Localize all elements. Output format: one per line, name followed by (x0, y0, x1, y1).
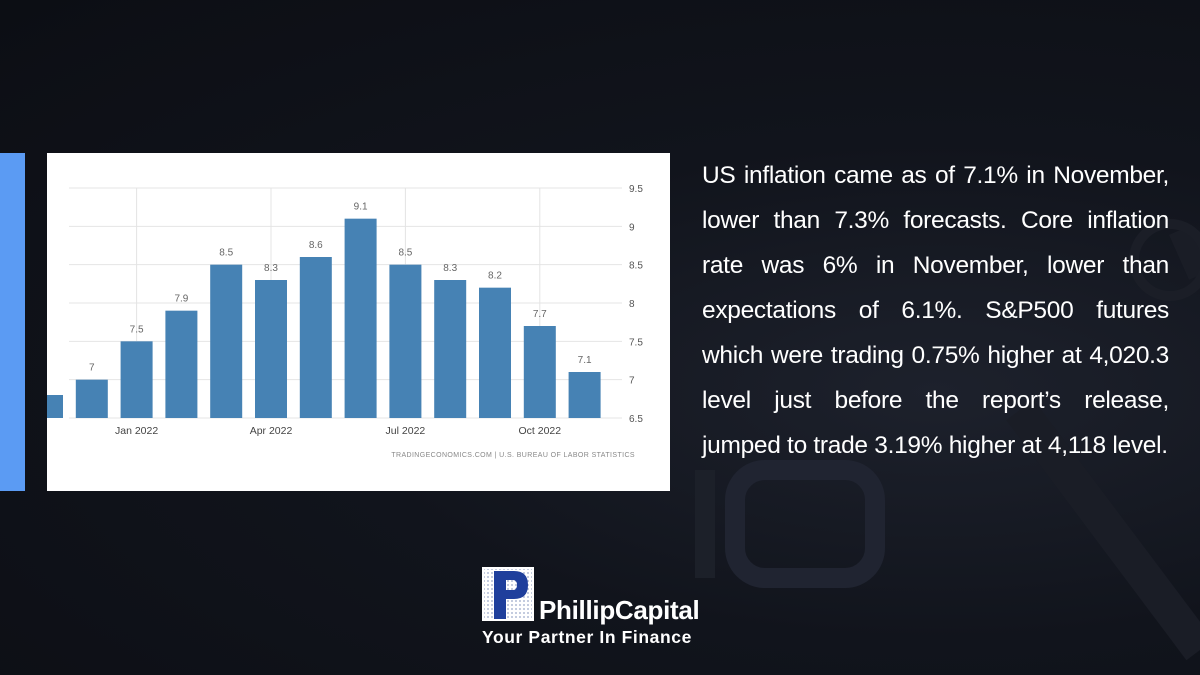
data-label: 7.7 (533, 309, 547, 320)
bar (165, 310, 198, 418)
data-label: 7 (89, 363, 95, 374)
bar (434, 280, 467, 418)
bar (344, 218, 377, 418)
x-tick-label: Oct 2022 (518, 425, 561, 437)
logo-mark (482, 567, 534, 621)
bar (47, 395, 63, 418)
y-tick-label: 9 (629, 222, 635, 233)
logo-tagline: Your Partner In Finance (482, 627, 692, 647)
chart-svg: 6.5 7 7.5 8 8.5 9 9.5 7 7.5 7.9 8.5 8.3 8.6 9.1 8.5 8.3… (47, 184, 643, 459)
data-label: 8.5 (219, 248, 233, 259)
bar (479, 287, 511, 418)
bar (210, 264, 243, 418)
inflation-chart: 6.5 7 7.5 8 8.5 9 9.5 7 7.5 7.9 8.5 8.3 8.6 9.1 8.5 8.3… (47, 153, 670, 491)
x-tick-label: Jul 2022 (386, 425, 426, 437)
bar (120, 341, 153, 418)
bar (389, 264, 422, 418)
y-tick-label: 6.5 (629, 414, 643, 425)
y-tick-label: 7 (629, 376, 635, 387)
y-tick-label: 7.5 (629, 337, 643, 348)
data-label: 8.6 (309, 240, 323, 251)
y-tick-label: 9.5 (629, 184, 643, 195)
data-label: 7.5 (130, 324, 144, 335)
logo-name: PhillipCapital (539, 595, 700, 625)
inflation-commentary: US inflation came as of 7.1% in November… (702, 162, 1169, 459)
y-tick-label: 8 (629, 299, 635, 310)
bar (299, 257, 332, 418)
data-label: 8.5 (398, 248, 412, 259)
data-label: 8.2 (488, 271, 502, 282)
bar (568, 372, 601, 418)
source-note: TRADINGECONOMICS.COM | U.S. BUREAU OF LA… (391, 452, 635, 459)
bar (255, 280, 287, 418)
data-label: 9.1 (354, 202, 368, 213)
data-label: 7.9 (174, 294, 188, 305)
data-label: 8.3 (443, 263, 457, 274)
x-tick-label: Jan 2022 (115, 425, 158, 437)
y-tick-label: 8.5 (629, 261, 643, 272)
bar (75, 379, 108, 418)
phillipcapital-logo: PhillipCapital Your Partner In Finance (482, 567, 727, 647)
x-tick-label: Apr 2022 (250, 425, 293, 437)
data-label: 7.1 (578, 355, 592, 366)
accent-bar (0, 153, 25, 491)
data-label: 8.3 (264, 263, 278, 274)
bar (523, 326, 556, 418)
